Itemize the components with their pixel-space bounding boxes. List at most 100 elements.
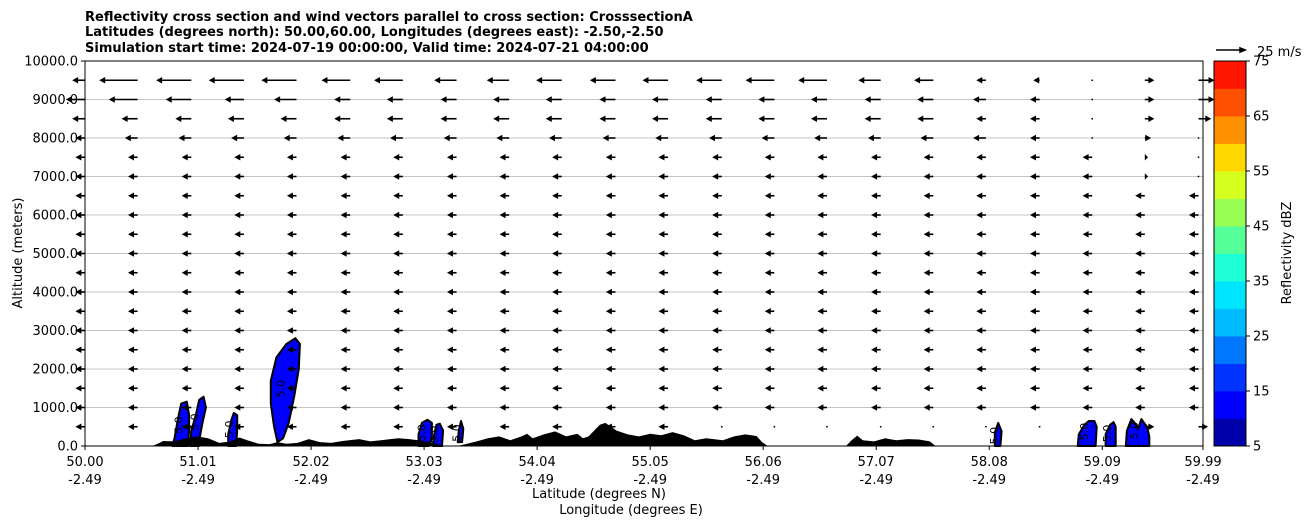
- wind-vector-head: [605, 423, 612, 430]
- wind-vector-head: [696, 77, 703, 84]
- wind-vector-head: [976, 192, 983, 199]
- colorbar-segment: [1214, 143, 1246, 172]
- wind-vector: [374, 77, 403, 84]
- wind-vector: [1030, 115, 1040, 122]
- wind-vector: [1082, 365, 1093, 373]
- wind-vector-head: [605, 365, 612, 373]
- wind-vector: [340, 154, 351, 161]
- wind-vector-head: [393, 231, 400, 238]
- wind-vector-head: [261, 77, 268, 84]
- wind-vector-head: [374, 77, 381, 84]
- wind-vector-head: [393, 385, 400, 392]
- wind-vector-head: [393, 173, 400, 180]
- wind-vector: [286, 250, 297, 257]
- wind-vector: [75, 231, 85, 238]
- wind-vector-head: [1030, 231, 1037, 238]
- wind-vector: [817, 288, 827, 296]
- wind-vector-head: [817, 173, 824, 180]
- wind-vector: [393, 173, 403, 180]
- wind-vector: [446, 173, 457, 180]
- wind-vector: [393, 211, 403, 219]
- chart-title-line-3: Simulation start time: 2024-07-19 00:00:…: [85, 41, 649, 56]
- wind-vector: [976, 250, 986, 257]
- wind-vector-head: [340, 211, 347, 219]
- wind-vector: [605, 211, 616, 219]
- wind-vector-head: [234, 404, 241, 411]
- wind-vector: [127, 154, 138, 161]
- wind-vector: [764, 327, 775, 334]
- wind-vector-head: [75, 404, 82, 411]
- wind-vector: [745, 77, 775, 84]
- wind-vector-head: [286, 308, 293, 315]
- wind-vector-head: [493, 115, 500, 122]
- wind-vector: [127, 365, 138, 373]
- wind-vector: [712, 173, 722, 180]
- wind-vector: [393, 288, 403, 296]
- wind-vector-head: [181, 404, 188, 411]
- wind-vector: [75, 346, 85, 353]
- wind-vector-head: [499, 327, 506, 334]
- wind-vector: [234, 231, 244, 238]
- wind-vector: [764, 288, 775, 296]
- wind-vector: [446, 250, 457, 257]
- wind-vector-head: [286, 154, 293, 161]
- wind-vector: [386, 96, 403, 103]
- wind-vector-head: [393, 365, 400, 373]
- wind-vector-head: [599, 96, 606, 103]
- wind-vector: [390, 134, 403, 142]
- colorbar-tick-label: 25: [1253, 330, 1270, 345]
- wind-vector: [393, 365, 403, 373]
- wind-vector-head: [274, 96, 281, 103]
- wind-vector-head: [493, 96, 500, 103]
- wind-vector-head: [340, 346, 347, 353]
- wind-vector: [1082, 385, 1093, 392]
- wind-vector: [1144, 77, 1155, 84]
- wind-vector-head: [658, 288, 665, 296]
- wind-vector: [1144, 154, 1149, 161]
- wind-vector: [1082, 231, 1093, 238]
- wind-vector-head: [1135, 211, 1142, 219]
- wind-vector: [712, 269, 722, 276]
- wind-vector: [923, 404, 934, 411]
- wind-vector-head: [798, 77, 805, 84]
- wind-vector-head: [871, 211, 878, 219]
- wind-vector: [810, 115, 827, 122]
- wind-vector: [705, 115, 722, 122]
- reflectivity-cell: [1124, 418, 1151, 447]
- wind-vector-head: [334, 115, 341, 122]
- wind-vector-head: [764, 231, 771, 238]
- wind-vector: [764, 231, 775, 238]
- wind-vector: [764, 365, 775, 373]
- wind-vector: [393, 327, 403, 334]
- wind-vector-head: [75, 211, 82, 219]
- x-tick-label-lon: -2.49: [407, 473, 441, 488]
- wind-vector: [599, 96, 616, 103]
- wind-vector: [817, 346, 827, 353]
- wind-vector-head: [446, 385, 453, 392]
- wind-vector: [536, 77, 562, 84]
- wind-vector: [286, 327, 297, 334]
- wind-vector: [1135, 327, 1145, 334]
- wind-vector-head: [234, 385, 241, 392]
- x-tick-label-lon: -2.49: [520, 473, 554, 488]
- wind-vector-head: [871, 346, 878, 353]
- wind-vector: [658, 308, 669, 315]
- wind-vector: [589, 77, 616, 84]
- wind-vector: [1198, 115, 1212, 122]
- wind-vector-head: [923, 173, 930, 180]
- wind-vector-head: [1082, 250, 1089, 257]
- wind-vector: [1188, 308, 1199, 315]
- wind-vector-head: [499, 288, 506, 296]
- wind-vector-head: [814, 134, 821, 142]
- y-tick-label: 1000.0: [33, 401, 79, 416]
- wind-vector: [1030, 288, 1040, 296]
- wind-vector-head: [446, 173, 453, 180]
- wind-vector: [1030, 231, 1040, 238]
- wind-vector: [124, 134, 138, 142]
- wind-vector-head: [72, 115, 79, 122]
- wind-vector: [1188, 250, 1199, 257]
- wind-vector-head: [446, 154, 453, 161]
- wind-vector: [127, 288, 138, 296]
- wind-vector: [234, 269, 244, 276]
- reflectivity-contours: 5.0 5.0 5.05.05.0 5.0 5.0 5.0 5.0 5.0 5.0: [171, 337, 1151, 447]
